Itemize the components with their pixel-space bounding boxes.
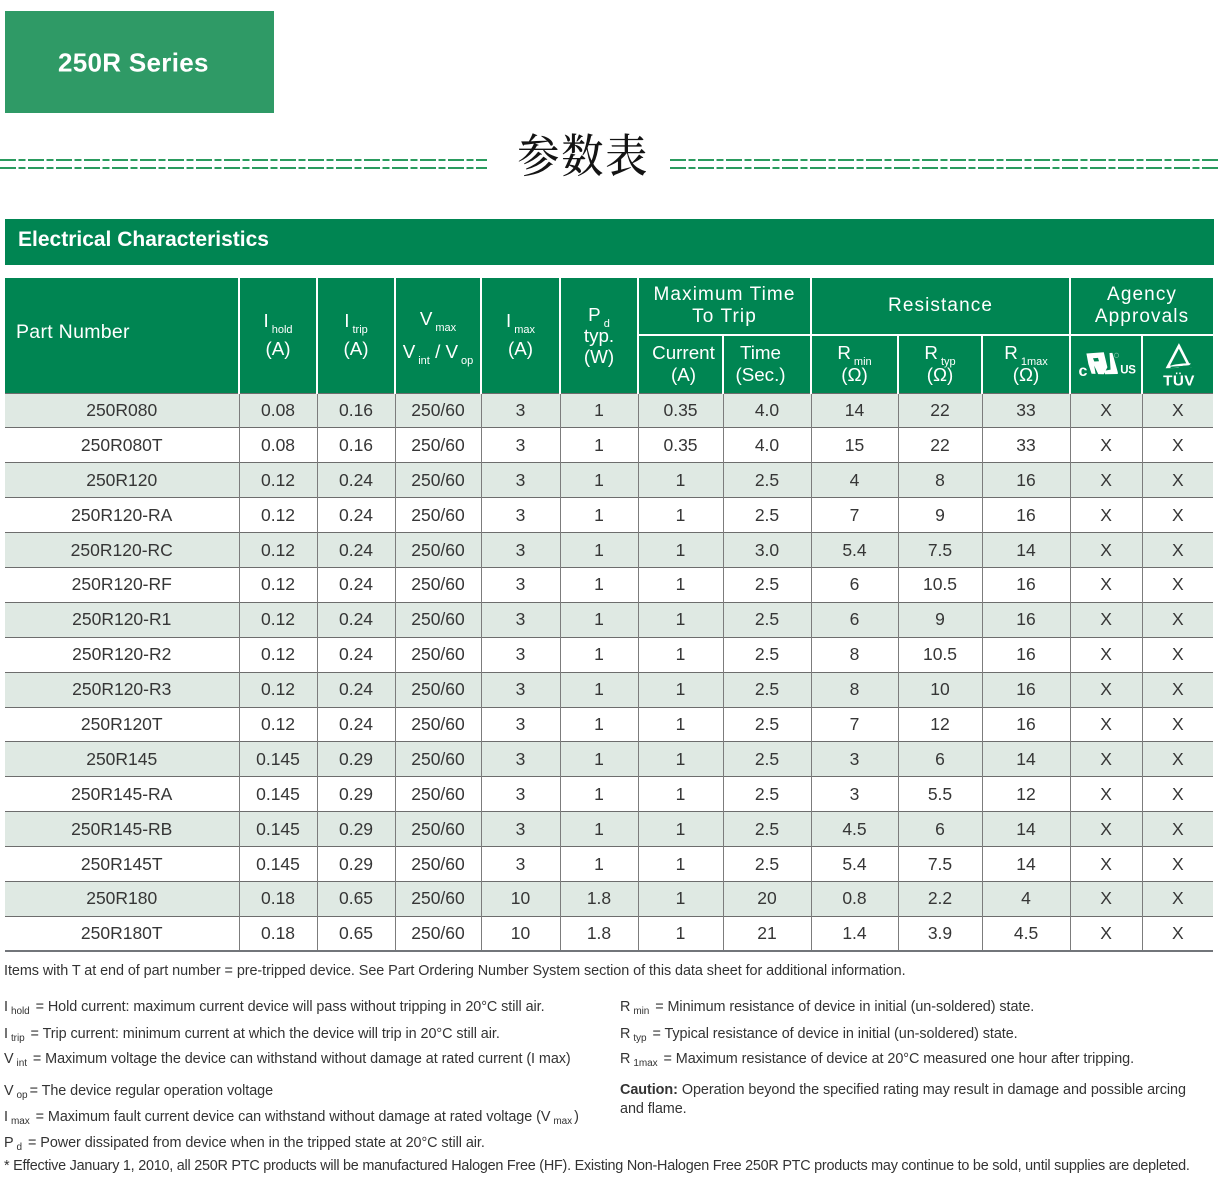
svg-text:US: US bbox=[1120, 365, 1136, 377]
svg-text:TÜV: TÜV bbox=[1163, 373, 1195, 390]
svg-text:c: c bbox=[1078, 363, 1087, 380]
